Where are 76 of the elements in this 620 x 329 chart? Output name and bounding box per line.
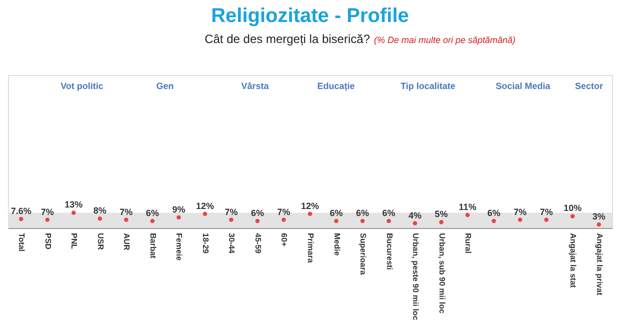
x-tick-label: AUR: [122, 233, 132, 251]
point: [334, 218, 338, 224]
data-label: 10%: [564, 203, 582, 214]
data-label: 6%: [382, 208, 396, 218]
point: [255, 218, 260, 224]
data-label: 6%: [487, 208, 500, 218]
point: [19, 216, 24, 222]
point: [518, 218, 522, 222]
data-label: 7%: [224, 206, 238, 217]
point: [229, 218, 234, 222]
x-tick-label: 45-59: [253, 233, 262, 254]
data-label: 6%: [356, 208, 370, 218]
data-label: 5%: [434, 209, 448, 220]
x-tick-label: 60+: [280, 233, 289, 247]
data-label: 13%: [64, 200, 83, 210]
data-label: 12%: [300, 200, 320, 211]
point: [308, 212, 312, 216]
data-label: 8%: [93, 206, 106, 216]
x-tick-label: Urban, sub 90 mii loc: [437, 233, 446, 314]
data-label: 6%: [250, 208, 264, 218]
point: [124, 218, 128, 222]
data-label: 7%: [277, 206, 290, 217]
data-label: 6%: [330, 208, 343, 218]
x-tick-label: PNL: [70, 233, 79, 250]
x-tick-label: Urban, peste 90 mii loc: [411, 233, 420, 321]
x-tick-label: 18-29: [200, 233, 210, 254]
x-tick-label: Medie: [332, 233, 342, 256]
point: [439, 220, 444, 224]
x-tick-label: Primara: [306, 233, 315, 264]
x-tick-label: USR: [96, 233, 105, 250]
annotation: Gen: [156, 81, 174, 91]
annotation: Educație: [317, 81, 355, 92]
point: [386, 218, 391, 224]
point: [176, 215, 181, 220]
annotation: Tip localitate: [400, 81, 456, 91]
x-tick-label: Superioara: [358, 233, 368, 276]
x-tick-label: Angajat la privat: [594, 233, 604, 296]
point: [360, 218, 365, 224]
point: [98, 216, 102, 221]
point: [202, 212, 208, 216]
x-tick-label: Angajat la stat: [568, 233, 578, 288]
data-label: 11%: [458, 202, 476, 212]
annotation: Social Media: [496, 81, 552, 91]
data-label: 7%: [40, 206, 54, 217]
data-label: 7%: [540, 206, 553, 217]
point: [72, 210, 76, 215]
data-label: 12%: [196, 200, 214, 211]
annotation: Vot politic: [60, 81, 104, 91]
text: (% De mai multe ori pe săptămână): [374, 35, 516, 45]
x-tick-label: PSD: [43, 233, 52, 250]
chart-subtitle: Cât de des mergeți la biserică?: [204, 32, 370, 46]
point: [45, 218, 50, 222]
data-label: 7%: [120, 206, 133, 217]
point: [596, 222, 601, 227]
annotation: Sector: [574, 81, 604, 91]
data-label: 7%: [514, 206, 527, 217]
point: [412, 221, 418, 226]
x-tick-label: Barbat: [148, 233, 158, 259]
point: [544, 218, 548, 222]
x-tick-label: Bucuresti: [384, 233, 394, 270]
x-tick-label: Rural: [464, 233, 473, 254]
data-label: 4%: [408, 210, 422, 220]
chart-title: Religiozitate - Profile: [211, 5, 409, 27]
point: [150, 218, 155, 224]
x-tick-label: Total: [17, 233, 26, 252]
data-label: 7.6%: [10, 206, 32, 216]
data-label: 9%: [172, 204, 186, 214]
annotation: Vârsta: [241, 81, 270, 91]
point: [282, 218, 286, 222]
data-label: 6%: [146, 208, 159, 218]
point: [492, 218, 496, 224]
x-tick-label: 30-44: [227, 233, 236, 254]
point: [465, 212, 470, 218]
data-label: 3%: [592, 211, 606, 222]
point: [570, 214, 575, 218]
x-tick-label: Femeie: [174, 233, 184, 262]
